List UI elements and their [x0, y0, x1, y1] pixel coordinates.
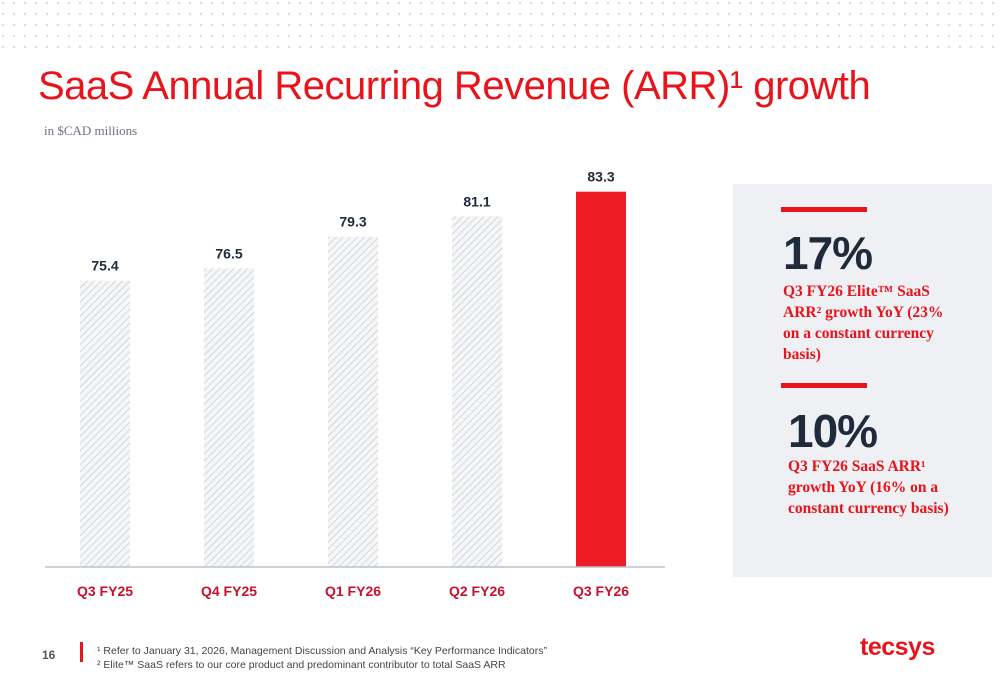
x-tick-label: Q3 FY26 [573, 583, 629, 599]
bar [328, 236, 378, 568]
value-label: 75.4 [91, 258, 118, 274]
title: SaaS Annual Recurring Revenue (ARR)¹ gro… [38, 64, 871, 108]
footnote: ¹ Refer to January 31, 2026, Management … [97, 645, 547, 657]
dot-band [0, 0, 1000, 48]
value-label: 81.1 [463, 193, 490, 209]
bar [204, 268, 254, 567]
highlight-value: 17% [783, 227, 873, 279]
highlight-panel: 17% Q3 FY26 Elite™ SaaS ARR² growth YoY … [733, 184, 992, 577]
x-tick-label: Q4 FY25 [201, 583, 257, 599]
highlight-value: 10% [788, 405, 878, 457]
x-tick-label: Q1 FY26 [325, 583, 381, 599]
bar [576, 191, 626, 567]
logo: tecsys [860, 633, 935, 661]
value-label: 76.5 [215, 245, 242, 261]
highlight-text: Q3 FY26 SaaS ARR¹ growth YoY (16% on a c… [788, 458, 949, 517]
bar [80, 280, 130, 567]
highlight-text: Q3 FY26 Elite™ SaaS ARR² growth YoY (23%… [783, 283, 944, 363]
value-label: 79.3 [339, 214, 366, 230]
x-tick-label: Q3 FY25 [77, 583, 133, 599]
value-label: 83.3 [587, 169, 614, 185]
divider [80, 642, 83, 662]
x-tick-label: Q2 FY26 [449, 583, 505, 599]
bar [452, 216, 502, 568]
subtitle: in $CAD millions [44, 123, 138, 138]
footnote: ² Elite™ SaaS refers to our core product… [97, 659, 506, 671]
page-number: 16 [42, 648, 56, 662]
chart: 75.4 Q3 FY25 76.5 Q4 FY25 79.3 Q1 FY26 81.1 Q2 … [45, 169, 665, 599]
accent-bar [781, 207, 867, 212]
dots [0, 0, 1000, 48]
accent-bar [781, 383, 867, 388]
